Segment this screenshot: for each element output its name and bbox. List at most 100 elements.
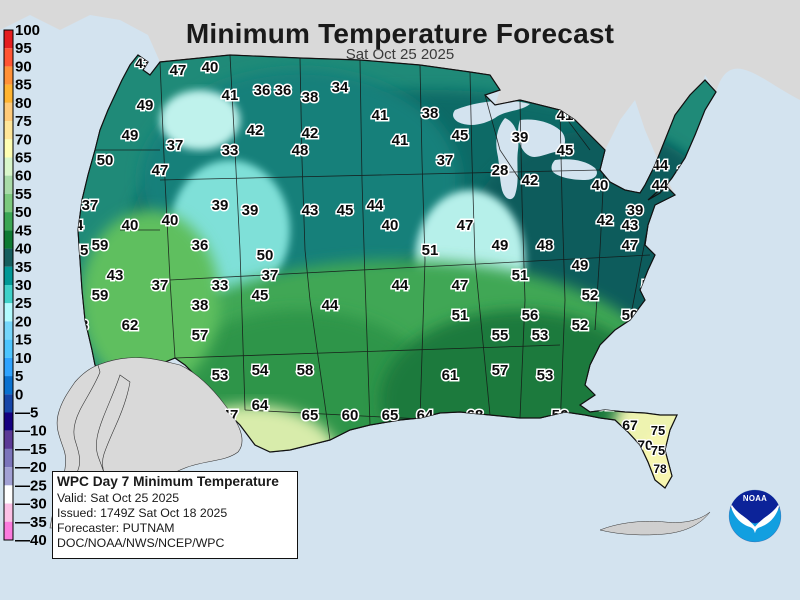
svg-text:49: 49	[572, 257, 589, 274]
svg-text:39: 39	[212, 197, 229, 214]
svg-text:59: 59	[92, 237, 109, 254]
svg-text:36: 36	[192, 237, 209, 254]
svg-text:48: 48	[292, 142, 309, 159]
svg-text:—20: —20	[15, 459, 47, 476]
svg-text:49: 49	[122, 127, 139, 144]
svg-text:0: 0	[15, 386, 23, 403]
svg-text:45: 45	[252, 287, 269, 304]
svg-text:70: 70	[15, 131, 32, 148]
svg-text:56: 56	[522, 307, 539, 324]
svg-text:42: 42	[597, 212, 614, 229]
svg-text:5: 5	[15, 368, 23, 385]
svg-text:39: 39	[512, 129, 529, 146]
svg-text:85: 85	[15, 77, 32, 94]
svg-text:—5: —5	[15, 405, 38, 422]
svg-text:—15: —15	[15, 441, 47, 458]
svg-text:15: 15	[15, 332, 32, 349]
svg-text:60: 60	[342, 407, 359, 424]
svg-text:41: 41	[392, 132, 409, 149]
svg-text:50: 50	[257, 247, 274, 264]
svg-text:65: 65	[15, 150, 32, 167]
svg-text:51: 51	[512, 267, 529, 284]
svg-text:—30: —30	[15, 496, 47, 513]
svg-text:49: 49	[492, 237, 509, 254]
svg-text:25: 25	[15, 295, 32, 312]
svg-text:47: 47	[152, 162, 169, 179]
svg-text:60: 60	[15, 168, 32, 185]
svg-text:53: 53	[532, 327, 549, 344]
svg-text:47: 47	[622, 237, 639, 254]
svg-text:36: 36	[254, 82, 271, 99]
svg-text:64: 64	[252, 397, 269, 414]
svg-text:75: 75	[651, 443, 665, 458]
svg-text:40: 40	[122, 217, 139, 234]
svg-text:33: 33	[222, 142, 239, 159]
svg-text:52: 52	[582, 287, 599, 304]
svg-text:44: 44	[322, 297, 339, 314]
svg-text:59: 59	[92, 287, 109, 304]
svg-text:65: 65	[302, 407, 319, 424]
svg-text:33: 33	[212, 277, 229, 294]
svg-text:42: 42	[302, 125, 319, 142]
svg-text:37: 37	[262, 267, 279, 284]
svg-text:44: 44	[367, 197, 384, 214]
svg-text:45: 45	[452, 127, 469, 144]
svg-text:55: 55	[15, 186, 32, 203]
svg-text:54: 54	[252, 362, 269, 379]
svg-text:44: 44	[392, 277, 409, 294]
svg-text:43: 43	[107, 267, 124, 284]
svg-text:47: 47	[170, 62, 187, 79]
svg-text:41: 41	[372, 107, 389, 124]
svg-text:43: 43	[622, 217, 639, 234]
svg-text:—25: —25	[15, 477, 47, 494]
svg-text:—40: —40	[15, 532, 47, 549]
svg-text:47: 47	[452, 277, 469, 294]
svg-text:37: 37	[437, 152, 454, 169]
svg-text:43: 43	[302, 202, 319, 219]
svg-text:38: 38	[302, 89, 319, 106]
svg-text:37: 37	[152, 277, 169, 294]
svg-text:50: 50	[97, 152, 114, 169]
svg-text:62: 62	[122, 317, 139, 334]
svg-text:41: 41	[222, 87, 239, 104]
svg-text:35: 35	[15, 259, 32, 276]
svg-text:36: 36	[275, 82, 292, 99]
svg-text:—35: —35	[15, 514, 47, 531]
svg-text:45: 45	[337, 202, 354, 219]
svg-text:48: 48	[537, 237, 554, 254]
svg-text:47: 47	[457, 217, 474, 234]
svg-text:58: 58	[297, 362, 314, 379]
svg-text:42: 42	[522, 172, 539, 189]
svg-text:30: 30	[15, 277, 32, 294]
svg-text:61: 61	[442, 367, 459, 384]
svg-text:45: 45	[557, 142, 574, 159]
svg-text:49: 49	[137, 97, 154, 114]
svg-text:34: 34	[332, 79, 349, 96]
svg-text:39: 39	[242, 202, 259, 219]
svg-text:37: 37	[167, 137, 184, 154]
svg-text:75: 75	[15, 113, 32, 130]
svg-text:28: 28	[492, 162, 509, 179]
svg-text:57: 57	[492, 362, 509, 379]
svg-text:53: 53	[212, 367, 229, 384]
svg-text:37: 37	[82, 197, 99, 214]
svg-text:38: 38	[192, 297, 209, 314]
svg-text:80: 80	[15, 95, 32, 112]
svg-text:55: 55	[492, 327, 509, 344]
svg-text:20: 20	[15, 313, 32, 330]
svg-text:50: 50	[15, 204, 32, 221]
svg-text:40: 40	[15, 241, 32, 258]
svg-text:38: 38	[422, 105, 439, 122]
svg-text:39: 39	[627, 202, 644, 219]
svg-text:51: 51	[422, 242, 439, 259]
svg-text:53: 53	[537, 367, 554, 384]
svg-text:40: 40	[162, 212, 179, 229]
svg-text:—10: —10	[15, 423, 47, 440]
svg-text:51: 51	[452, 307, 469, 324]
svg-text:NOAA: NOAA	[743, 494, 767, 503]
svg-text:78: 78	[653, 462, 667, 476]
svg-text:75: 75	[651, 423, 665, 438]
svg-text:40: 40	[382, 217, 399, 234]
svg-text:52: 52	[572, 317, 589, 334]
svg-text:40: 40	[592, 177, 609, 194]
